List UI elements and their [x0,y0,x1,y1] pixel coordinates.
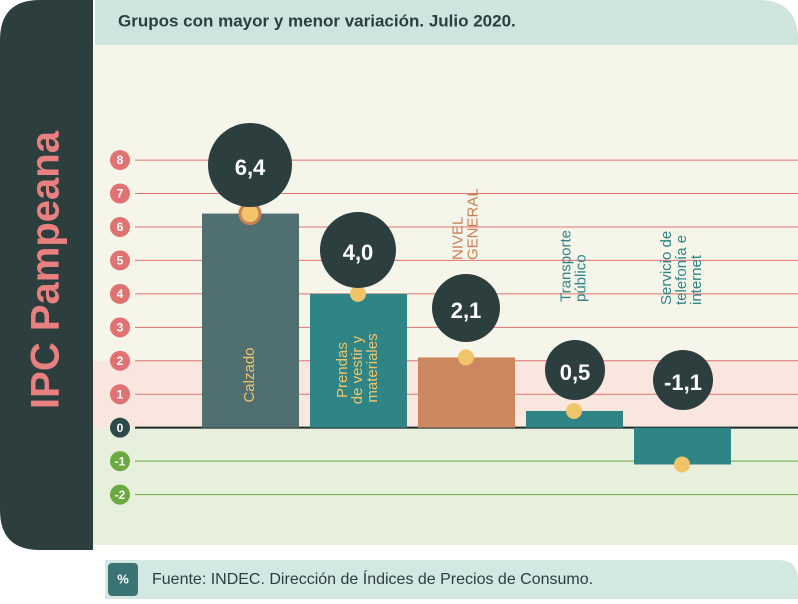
y-tick-label: -2 [115,488,126,502]
y-tick-label: -1 [115,454,126,468]
category-label-line: materiales [364,333,381,402]
y-tick-label: 8 [117,153,124,167]
value-bubble [653,350,713,410]
y-tick-label: 0 [117,421,124,435]
category-label-line: Servicio de [658,227,675,305]
chart-title: Grupos con mayor y menor variación. Juli… [118,11,516,30]
footer-bar [105,560,798,599]
category-label-line: internet [688,254,705,305]
category-label-line: NIVEL [449,213,466,260]
bar-dot [458,349,474,366]
bar [526,410,623,428]
bar-dot [350,285,366,302]
value-label: 6,4 [235,155,266,180]
category-label: NIVEL GENERAL [449,188,481,260]
bar-dot [566,402,582,419]
value-bubble [545,340,605,400]
category-label-line: de vestir y [349,332,366,405]
footer-badge-text: % [117,571,129,586]
plot: -2 -1 0 1 2 3 4 5 6 7 8 6,4 Calzado 4,0 Prendas de ves… [93,123,798,545]
value-bubble [320,212,396,288]
y-tick-badge [110,183,130,204]
bar [418,357,515,428]
value-label: -1,1 [664,370,702,395]
y-tick-label: 7 [117,187,124,201]
y-tick-label: 4 [117,287,124,301]
value-bubble [208,123,292,207]
y-tick-badge [110,216,130,237]
y-tick-badge [110,150,130,171]
y-tick-label: 5 [117,254,124,268]
y-tick-badge [110,451,130,472]
footer-source: Fuente: INDEC. Dirección de Índices de P… [152,569,593,588]
category-label-line: Calzado [241,347,258,402]
y-tick-badge [110,350,130,371]
category-label-line: Prendas [334,338,351,398]
category-label-line: público [572,254,589,302]
y-tick-label: 1 [117,387,124,401]
category-label-line: GENERAL [464,188,481,260]
category-label-line: Transporte [557,226,574,302]
y-tick-label: 2 [117,354,124,368]
y-tick-label: 3 [117,320,124,334]
y-tick-badge [110,283,130,304]
y-tick-label: 6 [117,220,124,234]
category-label: Calzado [241,347,258,402]
bar [310,293,407,428]
footer-badge [108,563,138,596]
value-label: 2,1 [451,298,482,323]
category-label: Prendas de vestir y materiales [334,332,381,405]
bar [202,213,299,428]
header-bar [95,0,798,45]
category-label: Transporte público [557,226,589,302]
y-tick-badge [110,384,130,405]
value-bubble [432,274,500,342]
y-tick-badge [110,417,130,438]
y-tick-badge [110,484,130,505]
panel-label: IPC Pampeana [24,130,68,409]
category-label: Servicio de telefonía e internet [658,227,705,305]
y-tick-badge [110,250,130,271]
side-panel [0,0,93,550]
category-label-line: telefonía e [673,231,690,305]
y-tick-badge [110,317,130,338]
bar-dot [674,456,690,473]
value-label: 0,5 [560,360,591,385]
value-label: 4,0 [343,240,374,265]
